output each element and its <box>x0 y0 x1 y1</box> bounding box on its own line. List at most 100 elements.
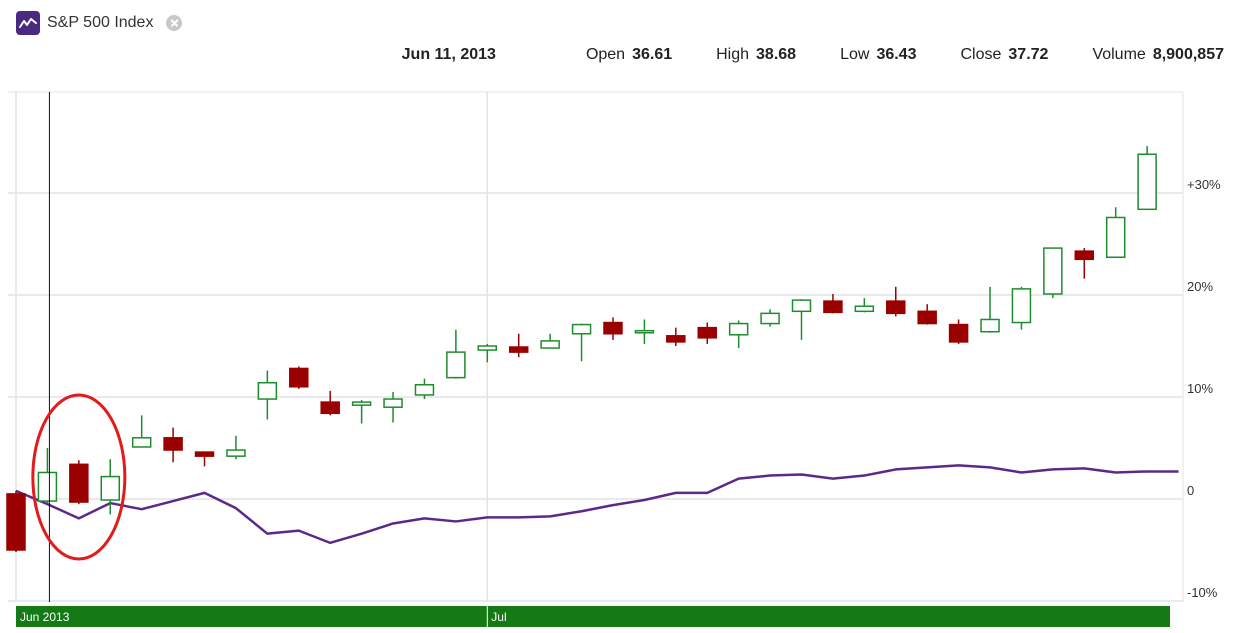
candle-body <box>383 398 403 408</box>
candle[interactable] <box>540 333 560 349</box>
comparison-line <box>15 464 1179 545</box>
candle[interactable] <box>603 317 623 340</box>
y-tick-label: -10% <box>1187 585 1218 600</box>
candle-body <box>1011 288 1032 324</box>
candle[interactable] <box>37 448 58 504</box>
candle[interactable] <box>823 293 843 314</box>
candle[interactable] <box>886 286 906 317</box>
candle-body <box>1137 153 1157 211</box>
candle-body <box>131 437 152 448</box>
candle-body <box>728 322 749 336</box>
y-tick-label: 0 <box>1187 483 1194 498</box>
candle[interactable] <box>760 309 780 327</box>
candle[interactable] <box>980 286 1000 333</box>
candle[interactable] <box>320 390 340 416</box>
candle[interactable] <box>1137 146 1157 211</box>
candle-body <box>917 310 937 325</box>
y-tick-label: +30% <box>1187 177 1221 192</box>
candle[interactable] <box>351 400 372 424</box>
candle-body <box>791 299 812 313</box>
y-tick-label: 20% <box>1187 279 1213 294</box>
candle-body <box>226 449 246 457</box>
candle-body <box>6 493 26 551</box>
candle[interactable] <box>791 299 812 340</box>
candle[interactable] <box>666 327 686 346</box>
candle-body <box>446 351 466 379</box>
candle[interactable] <box>131 415 152 448</box>
candle-body <box>100 475 121 501</box>
candle[interactable] <box>917 304 937 325</box>
candle-body <box>320 401 340 415</box>
candle-body <box>508 346 529 353</box>
candle-body <box>823 300 843 314</box>
candle-body <box>69 463 89 503</box>
readout-date: Jun 11, 2013 <box>401 46 496 63</box>
candle[interactable] <box>697 322 717 344</box>
candle-body <box>257 381 278 400</box>
candle-body <box>948 323 969 343</box>
readout-close: Close 37.72 <box>960 46 1048 64</box>
candle-body <box>697 326 717 339</box>
readout-high: High 38.68 <box>716 46 796 64</box>
candle[interactable] <box>728 320 749 349</box>
candle-body <box>666 335 686 343</box>
candle[interactable] <box>1043 247 1063 299</box>
candle-body <box>634 329 655 334</box>
readout-value: 36.43 <box>876 46 917 63</box>
candle[interactable] <box>414 378 435 400</box>
y-tick-label: 10% <box>1187 381 1213 396</box>
close-icon[interactable] <box>166 15 183 31</box>
candle[interactable] <box>1011 286 1032 330</box>
readout-value: 36.61 <box>632 46 673 63</box>
candle[interactable] <box>194 451 215 467</box>
candle[interactable] <box>257 370 278 420</box>
candle-body <box>571 323 592 335</box>
candle[interactable] <box>1105 207 1126 259</box>
line-chart-icon <box>16 11 40 35</box>
candle[interactable] <box>948 319 969 344</box>
candle-body <box>477 345 498 351</box>
candle[interactable] <box>854 298 875 313</box>
candle[interactable] <box>289 366 309 389</box>
readout-value: 37.72 <box>1008 46 1049 63</box>
candle-body <box>540 340 560 349</box>
candle-body <box>351 401 372 406</box>
candle-body <box>194 451 215 457</box>
legend-item-sp500[interactable]: S&P 500 Index <box>16 10 183 36</box>
candle[interactable] <box>446 329 466 379</box>
x-tick-label: Jul <box>491 610 506 624</box>
candle-body <box>760 312 780 325</box>
readout-open: Open 36.61 <box>586 46 672 64</box>
candle-body <box>1105 216 1126 259</box>
legend-label: S&P 500 Index <box>47 14 154 31</box>
candle-body <box>37 471 58 502</box>
timeline-bar <box>16 606 1170 627</box>
candle[interactable] <box>69 460 89 505</box>
candle[interactable] <box>163 427 183 463</box>
candle[interactable] <box>100 459 121 515</box>
candle[interactable] <box>1074 248 1095 279</box>
candle[interactable] <box>6 490 26 553</box>
readout-low: Low 36.43 <box>840 46 916 64</box>
readout-label: Volume <box>1092 46 1146 63</box>
candle-body <box>414 384 435 396</box>
candle[interactable] <box>226 435 246 460</box>
candle-body <box>289 367 309 388</box>
candle[interactable] <box>383 391 403 423</box>
candle-body <box>980 318 1000 333</box>
candle[interactable] <box>571 323 592 362</box>
candle[interactable] <box>508 333 529 358</box>
candle-body <box>854 305 875 313</box>
readout-label: Low <box>840 46 870 63</box>
candle[interactable] <box>477 343 498 363</box>
candle-body <box>1043 247 1063 295</box>
readout-value: 8,900,857 <box>1152 46 1224 63</box>
candle-body <box>886 300 906 315</box>
candle-body <box>1074 250 1095 261</box>
x-tick-label: Jun 2013 <box>20 610 70 624</box>
candle-body <box>163 437 183 451</box>
readout-volume: Volume 8,900,857 <box>1092 46 1224 64</box>
candle-body <box>603 321 623 335</box>
candle[interactable] <box>634 319 655 344</box>
